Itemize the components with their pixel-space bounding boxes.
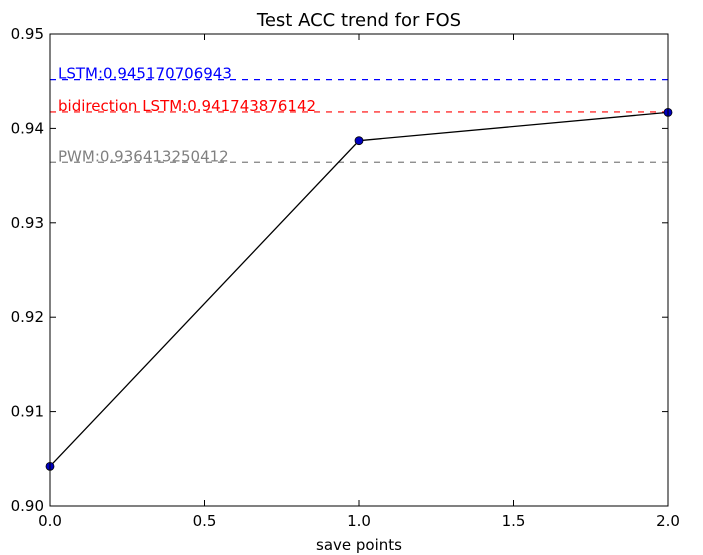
x-tick-label-1: 0.5 <box>193 512 217 530</box>
x-tick-label-3: 1.5 <box>502 512 526 530</box>
x-tick-label-0: 0.0 <box>38 512 62 530</box>
chart-title: Test ACC trend for FOS <box>256 10 461 31</box>
reference-lines: LSTM:0.945170706943 bidirection LSTM:0.94… <box>50 65 668 165</box>
x-tick-label-2: 1.0 <box>347 512 371 530</box>
y-tick-label-5: 0.95 <box>11 25 44 43</box>
data-point-1 <box>354 136 364 146</box>
y-tick-label-0: 0.90 <box>11 497 44 515</box>
reference-label-2: PWM:0.936413250412 <box>58 147 229 165</box>
x-axis-ticks: 0.0 0.5 1.0 1.5 2.0 <box>38 34 680 530</box>
x-axis-label: save points <box>316 536 402 554</box>
y-tick-label-1: 0.91 <box>11 403 44 421</box>
y-tick-label-2: 0.92 <box>11 308 44 326</box>
y-tick-label-4: 0.94 <box>11 119 44 137</box>
y-axis-ticks: 0.90 0.91 0.92 0.93 0.94 0.95 <box>11 25 668 515</box>
reference-label-1: bidirection LSTM:0.941743876142 <box>58 97 316 115</box>
series-line-0 <box>49 111 669 467</box>
y-tick-label-3: 0.93 <box>11 214 44 232</box>
x-tick-label-4: 2.0 <box>656 512 680 530</box>
reference-label-0: LSTM:0.945170706943 <box>58 65 232 83</box>
